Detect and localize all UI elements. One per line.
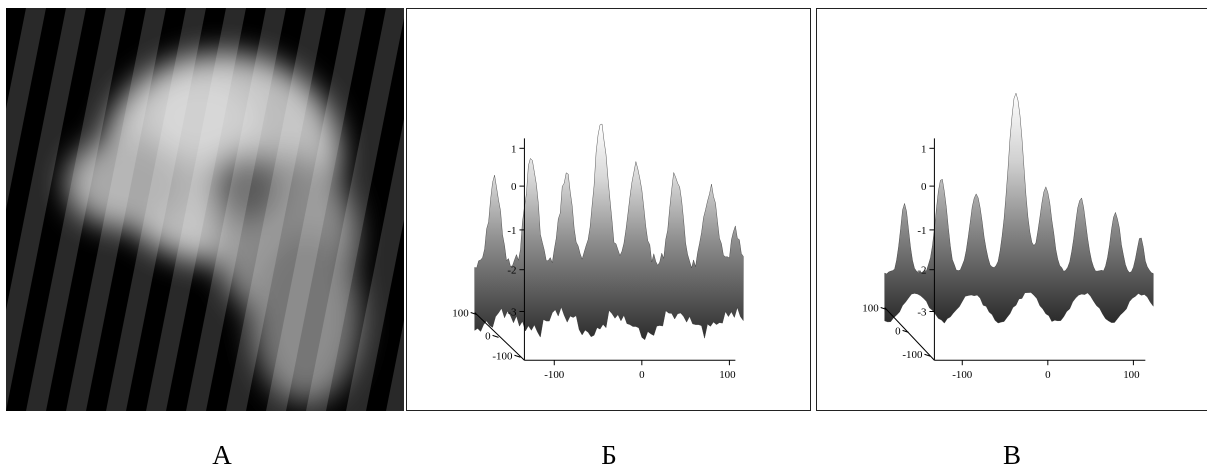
stripe — [186, 8, 286, 411]
stripe — [106, 8, 206, 411]
z-tick-label: 0 — [511, 181, 517, 193]
x-tick-label: 0 — [639, 369, 645, 381]
y-tick-label: 0 — [485, 330, 491, 342]
z-tick-label: -2 — [507, 265, 516, 277]
blurred-figure — [66, 53, 361, 403]
surface-b — [474, 123, 744, 341]
x-tick-label: 100 — [1123, 369, 1140, 381]
x-tick-label: -100 — [544, 369, 565, 381]
stripe — [266, 8, 366, 411]
stripe — [66, 8, 166, 411]
y-tick-label: 0 — [895, 325, 901, 337]
z-tick-label: -3 — [917, 306, 927, 318]
x-tick-labels-b: -100 0 100 — [544, 369, 736, 381]
caption-c: В — [1002, 440, 1022, 470]
z-tick-label: 1 — [921, 143, 926, 155]
z-tick-labels-b: 1 0 -1 -2 -3 — [507, 143, 517, 318]
z-tick-label: -3 — [507, 306, 517, 318]
axes-c — [880, 138, 1146, 366]
axes-b — [470, 138, 736, 366]
z-tick-label: -2 — [917, 265, 926, 277]
x-tick-label: 100 — [719, 369, 736, 381]
stripe — [26, 8, 126, 411]
stripe — [226, 8, 326, 411]
caption-b: Б — [601, 440, 617, 470]
y-tick-labels-c: 100 0 -100 — [862, 302, 923, 361]
panel-b-surface-plot: 1 0 -1 -2 -3 -100 0 100 100 0 -100 — [406, 8, 811, 411]
y-tick-label: 100 — [862, 302, 879, 314]
z-tick-label: -1 — [917, 225, 926, 237]
z-tick-label: 0 — [921, 181, 927, 193]
striped-photo — [6, 8, 404, 411]
stripe — [6, 8, 86, 411]
surface-plot-c: 1 0 -1 -2 -3 -100 0 100 100 0 -100 — [862, 92, 1154, 381]
stripe-overlay — [6, 8, 404, 411]
stripe — [386, 320, 404, 411]
surface-c — [884, 92, 1154, 324]
z-tick-label: 1 — [511, 143, 516, 155]
y-tick-label: 100 — [452, 307, 469, 319]
panel-c-surface-plot: 1 0 -1 -2 -3 -100 0 100 100 0 -100 — [816, 8, 1207, 411]
x-tick-label: -100 — [952, 369, 973, 381]
stripe — [146, 8, 246, 411]
z-tick-labels-c: 1 0 -1 -2 -3 — [917, 143, 927, 318]
stripe — [6, 8, 46, 210]
y-tick-label: -100 — [902, 349, 923, 361]
panel-a-image — [6, 8, 404, 411]
x-tick-labels-c: -100 0 100 — [952, 369, 1140, 381]
y-tick-labels-b: 100 0 -100 — [452, 307, 513, 362]
caption-a: А — [212, 440, 232, 470]
stripe — [306, 8, 404, 411]
surface-plot-b: 1 0 -1 -2 -3 -100 0 100 100 0 -100 — [452, 123, 744, 381]
z-tick-label: -1 — [507, 225, 516, 237]
stripe — [346, 118, 404, 411]
y-tick-label: -100 — [492, 350, 513, 362]
x-tick-label: 0 — [1045, 369, 1051, 381]
